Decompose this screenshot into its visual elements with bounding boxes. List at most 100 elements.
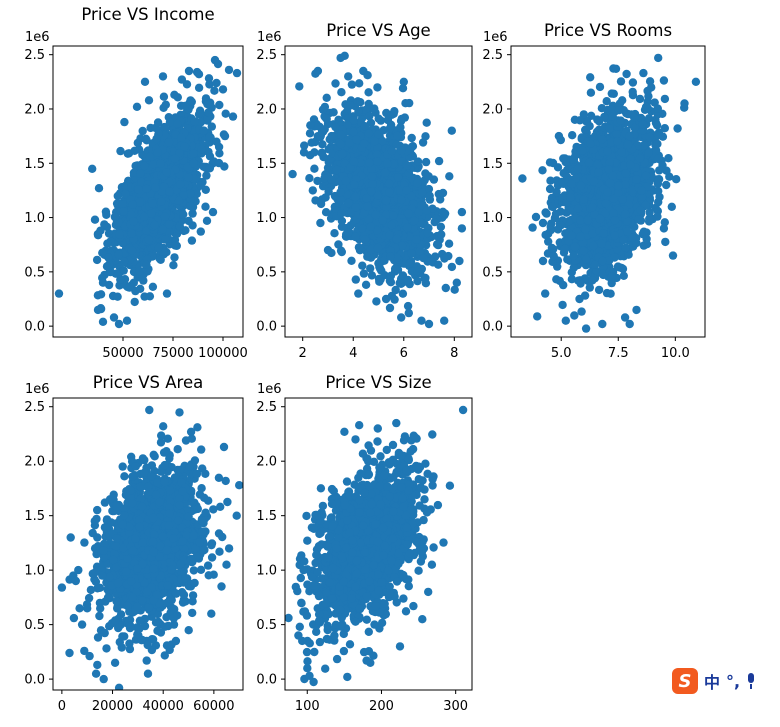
scatter-point xyxy=(123,149,133,158)
scatter-point xyxy=(349,157,359,166)
scatter-point xyxy=(205,132,215,142)
scatter-point xyxy=(118,200,128,209)
scatter-point xyxy=(179,210,188,219)
scatter-point xyxy=(421,273,430,283)
scatter-point xyxy=(399,77,408,87)
scatter-point xyxy=(528,223,537,232)
scatter-point xyxy=(149,160,158,169)
scatter-point xyxy=(354,289,363,298)
scatter-point xyxy=(329,108,338,117)
scatter-point xyxy=(457,207,467,217)
scatter-point xyxy=(403,223,412,232)
scatter-point xyxy=(403,275,413,285)
scatter-point xyxy=(161,235,170,244)
scatter-point xyxy=(390,264,400,273)
scatter-point xyxy=(393,131,402,141)
scatter-point xyxy=(389,211,398,220)
scatter-point xyxy=(361,280,371,289)
scatter-point xyxy=(382,196,391,205)
scatter-point xyxy=(349,127,358,137)
scatter-point xyxy=(300,141,309,150)
scatter-point xyxy=(413,179,422,188)
scatter-point xyxy=(153,118,163,127)
scatter-point xyxy=(397,146,406,155)
scatter-point xyxy=(639,227,649,236)
scatter-point xyxy=(204,108,213,117)
scatter-point xyxy=(165,220,174,229)
scatter-point xyxy=(387,221,396,230)
scatter-point xyxy=(169,261,178,270)
scatter-point xyxy=(549,251,558,261)
scatter-point xyxy=(377,266,386,275)
scatter-point xyxy=(423,229,432,238)
scatter-point xyxy=(344,72,353,81)
scatter-point xyxy=(628,87,637,97)
scatter-point xyxy=(164,138,174,147)
scatter-point xyxy=(383,159,392,168)
scatter-point xyxy=(196,227,205,236)
scatter-point xyxy=(337,209,346,218)
y-tick-label: 0.5 xyxy=(256,265,277,280)
scatter-point xyxy=(660,124,669,133)
y-tick-label: 1.0 xyxy=(256,211,277,226)
scatter-point xyxy=(189,149,198,158)
scatter-point xyxy=(96,290,106,299)
scatter-point xyxy=(396,123,405,132)
scatter-point xyxy=(346,221,355,230)
scatter-point xyxy=(334,240,343,249)
scatter-point xyxy=(386,271,396,280)
scatter-point xyxy=(653,154,663,163)
scatter-point xyxy=(397,313,406,322)
scatter-point xyxy=(374,274,384,284)
scatter-point xyxy=(145,292,155,301)
scatter-point xyxy=(402,186,411,195)
scatter-point xyxy=(577,307,586,316)
scatter-point xyxy=(450,285,459,294)
scatter-point xyxy=(398,84,408,93)
scatter-point xyxy=(119,266,128,275)
scatter-point xyxy=(212,78,221,88)
scatter-point xyxy=(158,72,168,81)
scatter-point xyxy=(147,209,156,218)
scatter-point xyxy=(419,253,428,263)
y-tick-label: 1.5 xyxy=(256,157,277,172)
chart-title: Price VS Income xyxy=(81,5,214,24)
scatter-point xyxy=(215,100,224,110)
scatter-point xyxy=(424,319,434,329)
scatter-point xyxy=(570,311,579,320)
scatter-point xyxy=(144,235,154,245)
x-tick-label: 100000 xyxy=(198,346,248,361)
scatter-point xyxy=(171,241,180,250)
scatter-point xyxy=(343,228,353,238)
scatter-point xyxy=(177,75,187,84)
scatter-point xyxy=(359,66,368,76)
scatter-point xyxy=(54,289,64,298)
scatter-point xyxy=(355,79,364,88)
scatter-point xyxy=(125,283,134,292)
scatter-series xyxy=(54,55,242,329)
scatter-point xyxy=(135,266,144,276)
scatter-point xyxy=(569,263,578,272)
scatter-point xyxy=(354,243,364,252)
axes-frame xyxy=(284,45,473,338)
scatter-point xyxy=(192,189,201,198)
scatter-point xyxy=(186,96,195,105)
scatter-point xyxy=(422,206,431,215)
scatter-point xyxy=(409,216,419,226)
scatter-point xyxy=(373,243,383,253)
scatter-point xyxy=(210,55,220,65)
scatter-point xyxy=(295,82,304,91)
scatter-point xyxy=(424,172,433,181)
scatter-point xyxy=(218,85,228,94)
scatter-point xyxy=(440,316,449,325)
scatter-point xyxy=(384,179,394,188)
scatter-point xyxy=(93,305,103,315)
scatter-point xyxy=(183,162,192,172)
scatter-point xyxy=(320,174,329,183)
scatter-point xyxy=(405,98,414,108)
scatter-point xyxy=(531,212,541,222)
scatter-point xyxy=(102,262,112,271)
scatter-point xyxy=(202,216,212,225)
scatter-point xyxy=(336,53,345,63)
